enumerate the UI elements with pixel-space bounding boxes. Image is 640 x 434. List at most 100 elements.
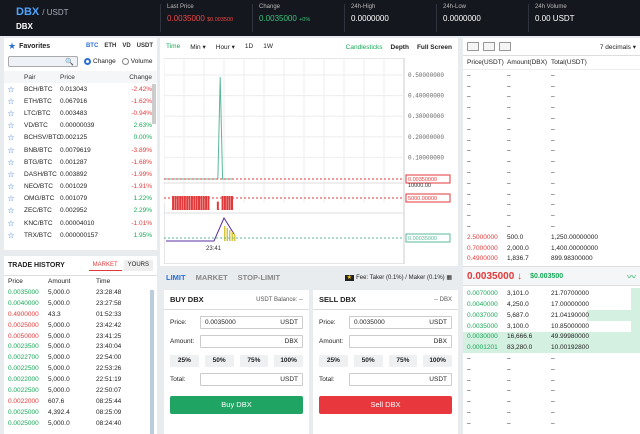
- market-tab-usdt[interactable]: USDT: [136, 43, 153, 49]
- favorites-scrollbar[interactable]: [152, 84, 156, 124]
- chart-interval-4[interactable]: 1W: [263, 43, 273, 50]
- tab-market-order[interactable]: MARKET: [195, 272, 228, 282]
- amount-input[interactable]: DBX: [200, 335, 303, 348]
- chart-view-0[interactable]: Candlesticks: [345, 43, 383, 51]
- buy-pct-2[interactable]: 75%: [239, 355, 269, 367]
- col-pair[interactable]: Pair: [24, 73, 36, 81]
- market-tab-eth[interactable]: ETH: [104, 43, 117, 49]
- ask-row[interactable]: 2.5000000 500.0 1,250.00000000: [463, 232, 640, 243]
- star-icon[interactable]: ☆: [7, 157, 15, 167]
- history-scrollbar[interactable]: [150, 290, 154, 434]
- star-icon[interactable]: ☆: [7, 169, 15, 179]
- ask-row[interactable]: – – –: [463, 178, 640, 189]
- star-icon[interactable]: ☆: [7, 194, 15, 204]
- bid-row[interactable]: 0.0070000 3,101.0 21.70700000: [463, 288, 640, 300]
- market-row[interactable]: ☆ ETH/BTC 0.067916 -1.62%: [4, 95, 157, 107]
- bid-row[interactable]: 0.0001201 83,280.0 10.00192800: [463, 342, 640, 354]
- bid-row[interactable]: 0.0040000 4,250.0 17.00000000: [463, 299, 640, 310]
- amount-input[interactable]: DBX: [349, 335, 452, 348]
- decimals-select[interactable]: 7 decimals ▾: [599, 43, 636, 51]
- bid-row[interactable]: – – –: [463, 396, 640, 407]
- star-icon[interactable]: ☆: [7, 108, 15, 118]
- buy-pct-3[interactable]: 100%: [274, 355, 303, 367]
- total-input[interactable]: USDT: [349, 373, 452, 386]
- total-input[interactable]: USDT: [200, 373, 303, 386]
- both-sides-view-icon[interactable]: [467, 42, 479, 51]
- buy-button[interactable]: Buy DBX: [170, 396, 303, 414]
- radio-change[interactable]: Change: [84, 58, 116, 65]
- star-icon[interactable]: ☆: [7, 96, 15, 106]
- bid-row[interactable]: – – –: [463, 407, 640, 418]
- ask-row[interactable]: – – –: [463, 210, 640, 221]
- calculator-icon[interactable]: ▦: [446, 274, 452, 281]
- ask-row[interactable]: 0.7000000 2,000.0 1,400.00000000: [463, 243, 640, 254]
- market-row[interactable]: ☆ BNB/BTC 0.0079619 -3.89%: [4, 144, 157, 156]
- chart-view-1[interactable]: Depth: [390, 43, 409, 51]
- price-input[interactable]: 0.0035000 USDT: [349, 316, 452, 329]
- pair-title[interactable]: DBX / USDT: [16, 6, 69, 18]
- bid-row[interactable]: 0.0030000 16,666.6 49.99980000: [463, 331, 640, 343]
- ask-row[interactable]: – – –: [463, 167, 640, 178]
- market-row[interactable]: ☆ BCH/BTC 0.013043 -2.42%: [4, 83, 157, 95]
- bid-row[interactable]: – – –: [463, 386, 640, 397]
- bid-row[interactable]: – – –: [463, 418, 640, 429]
- ask-row[interactable]: – – –: [463, 135, 640, 146]
- star-icon[interactable]: ☆: [7, 206, 15, 216]
- ask-row[interactable]: – – –: [463, 146, 640, 157]
- buy-pct-1[interactable]: 50%: [204, 355, 234, 367]
- market-tab-vd[interactable]: VD: [122, 43, 131, 49]
- chart-interval-0[interactable]: Time: [166, 43, 181, 50]
- sell-pct-1[interactable]: 50%: [353, 355, 383, 367]
- chart-view-2[interactable]: Full Screen: [416, 43, 452, 51]
- market-row[interactable]: ☆ DASH/BTC 0.003892 -1.99%: [4, 168, 157, 180]
- market-row[interactable]: ☆ BCHSV/BTC 0.002125 0.00%: [4, 132, 157, 144]
- chart-interval-1[interactable]: Min ▾: [190, 44, 206, 51]
- col-change[interactable]: Change: [129, 73, 152, 81]
- chart-interval-2[interactable]: Hour ▾: [215, 44, 235, 51]
- search-input[interactable]: 🔍: [8, 56, 78, 67]
- sell-pct-0[interactable]: 25%: [319, 355, 348, 367]
- ask-row[interactable]: – – –: [463, 81, 640, 92]
- ask-row[interactable]: – – –: [463, 113, 640, 124]
- ask-row[interactable]: – – –: [463, 102, 640, 113]
- radio-volume[interactable]: Volume: [121, 58, 152, 65]
- market-row[interactable]: ☆ NEO/BTC 0.001029 -1.91%: [4, 181, 157, 193]
- ask-row[interactable]: – – –: [463, 200, 640, 211]
- price-input[interactable]: 0.0035000 USDT: [200, 316, 303, 329]
- star-icon[interactable]: ☆: [7, 133, 15, 143]
- bid-row[interactable]: – – –: [463, 364, 640, 375]
- asks-view-icon[interactable]: [499, 42, 511, 51]
- buy-pct-0[interactable]: 25%: [170, 355, 199, 367]
- ask-row[interactable]: – – –: [463, 92, 640, 103]
- market-tab-btc[interactable]: BTC: [85, 43, 99, 49]
- star-icon[interactable]: ☆: [7, 84, 15, 94]
- market-row[interactable]: ☆ ZEC/BTC 0.002952 2.29%: [4, 205, 157, 217]
- market-row[interactable]: ☆ VD/BTC 0.00000039 2.63%: [4, 120, 157, 132]
- ask-row[interactable]: – – –: [463, 221, 640, 232]
- tab-limit[interactable]: LIMIT: [166, 272, 186, 282]
- ask-row[interactable]: – – –: [463, 124, 640, 135]
- sell-pct-2[interactable]: 75%: [388, 355, 418, 367]
- bid-row[interactable]: 0.0035000 3,100.0 10.85000000: [463, 320, 640, 332]
- bids-view-icon[interactable]: [483, 42, 495, 51]
- ask-row[interactable]: – – –: [463, 189, 640, 200]
- sell-button[interactable]: Sell DBX: [319, 396, 452, 414]
- bid-row[interactable]: – – –: [463, 375, 640, 386]
- star-icon[interactable]: ☆: [7, 218, 15, 228]
- tab-yours[interactable]: YOURS: [123, 260, 153, 271]
- ask-row[interactable]: 0.4900000 1,836.7 899.98300000: [463, 254, 640, 265]
- ask-row[interactable]: – – –: [463, 156, 640, 167]
- star-icon[interactable]: ☆: [7, 182, 15, 192]
- market-row[interactable]: ☆ OMG/BTC 0.001079 1.22%: [4, 193, 157, 205]
- market-row[interactable]: ☆ BTG/BTC 0.001287 -1.68%: [4, 156, 157, 168]
- sell-pct-3[interactable]: 100%: [423, 355, 452, 367]
- ask-row[interactable]: – – –: [463, 70, 640, 81]
- star-icon[interactable]: ☆: [7, 230, 15, 240]
- bid-row[interactable]: 0.0037000 5,687.0 21.04190000: [463, 309, 640, 321]
- bid-row[interactable]: – – –: [463, 353, 640, 364]
- price-chart[interactable]: 0.50000000 0.40000000 0.30000000 0.20000000…: [164, 58, 454, 264]
- chart-interval-3[interactable]: 1D: [244, 43, 254, 50]
- market-row[interactable]: ☆ KNC/BTC 0.00004010 -1.01%: [4, 217, 157, 229]
- star-icon[interactable]: ☆: [7, 145, 15, 155]
- star-icon[interactable]: ☆: [7, 121, 15, 131]
